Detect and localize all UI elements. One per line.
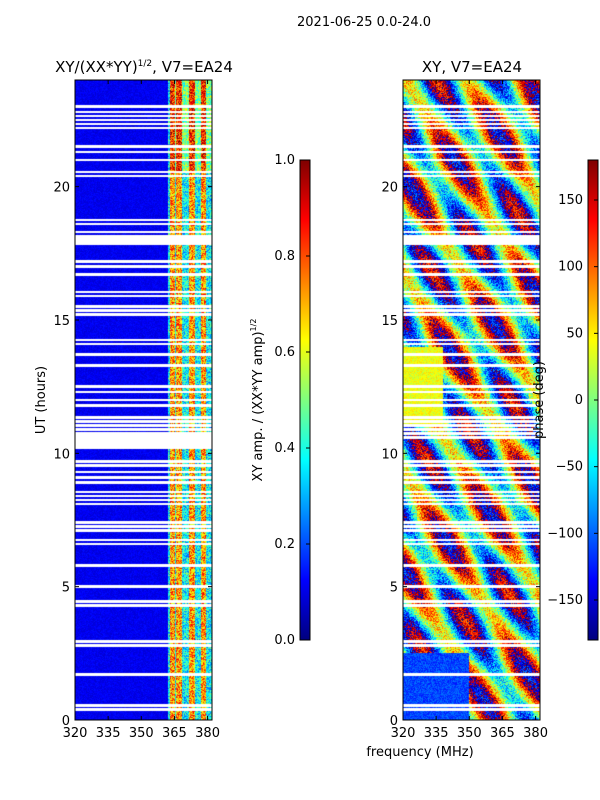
y-tick-label: 20 [53, 181, 70, 196]
left-title-sup: 1/2 [138, 59, 152, 69]
phase-colorbar-tick-label: −100 [547, 526, 583, 541]
right-plot-frame [402, 79, 541, 721]
x-tick-label: 335 [424, 726, 449, 741]
left-title-main: XY/(XX*YY) [55, 58, 138, 76]
y-tick-label: 10 [53, 447, 70, 462]
amp-cb-label-sup: 1/2 [249, 319, 258, 332]
figure-suptitle: 2021-06-25 0.0-24.0 [297, 15, 431, 30]
phase-colorbar-label: phase (deg) [532, 361, 547, 439]
left-y-axis-label: UT (hours) [34, 366, 49, 434]
x-tick-label: 320 [391, 726, 416, 741]
amplitude-colorbar-ticks: 0.0 0.2 0.4 0.6 0.8 1.0 [274, 153, 310, 648]
x-tick-label: 350 [457, 726, 482, 741]
y-tick-label: 15 [53, 314, 70, 329]
x-tick-label: 365 [162, 726, 187, 741]
amp-cb-label-main: XY amp. / (XX*YY amp) [251, 331, 266, 481]
amp-colorbar-tick-label: 0.4 [274, 441, 295, 456]
right-heatmap [403, 80, 540, 720]
x-tick-label: 320 [63, 726, 88, 741]
x-tick-label: 350 [129, 726, 154, 741]
y-tick-label: 5 [62, 581, 70, 596]
x-tick-label: 380 [195, 726, 220, 741]
phase-colorbar-tick-label: 150 [558, 193, 583, 208]
amp-colorbar-tick-label: 0.0 [274, 633, 295, 648]
right-panel-title: XY, V7=EA24 [422, 58, 522, 76]
x-tick-label: 365 [490, 726, 515, 741]
y-tick-label: 10 [381, 447, 398, 462]
x-axis-label: frequency (MHz) [366, 745, 473, 760]
phase-colorbar-ticks: 150 100 50 0 −50 −100 −150 [547, 193, 598, 608]
y-tick-label: 20 [381, 181, 398, 196]
left-plot-frame [74, 79, 213, 721]
left-title-suffix: , V7=EA24 [152, 58, 233, 76]
phase-colorbar-tick-label: −150 [547, 593, 583, 608]
phase-colorbar-tick-label: 100 [558, 260, 583, 275]
left-heatmap [75, 80, 212, 720]
amplitude-colorbar-label: XY amp. / (XX*YY amp)1/2 [249, 319, 266, 482]
amp-colorbar-tick-label: 0.2 [274, 537, 295, 552]
amplitude-colorbar [299, 159, 311, 641]
phase-colorbar-tick-label: 0 [575, 393, 583, 408]
x-tick-label: 380 [523, 726, 548, 741]
x-tick-label: 335 [96, 726, 121, 741]
y-tick-label: 0 [62, 714, 70, 729]
phase-colorbar-tick-label: 50 [566, 326, 583, 341]
y-tick-label: 5 [390, 581, 398, 596]
right-axes: 320 335 350 365 380 0 5 10 15 20 [381, 80, 548, 741]
phase-colorbar-tick-label: −50 [556, 460, 583, 475]
y-tick-label: 0 [390, 714, 398, 729]
amp-colorbar-tick-label: 0.6 [274, 345, 295, 360]
amp-colorbar-tick-label: 1.0 [274, 153, 295, 168]
left-axes: 320 335 350 365 380 0 5 10 15 20 [53, 80, 220, 741]
y-tick-label: 15 [381, 314, 398, 329]
left-panel-title: XY/(XX*YY)1/2, V7=EA24 [55, 58, 233, 76]
amp-colorbar-tick-label: 0.8 [274, 249, 295, 264]
